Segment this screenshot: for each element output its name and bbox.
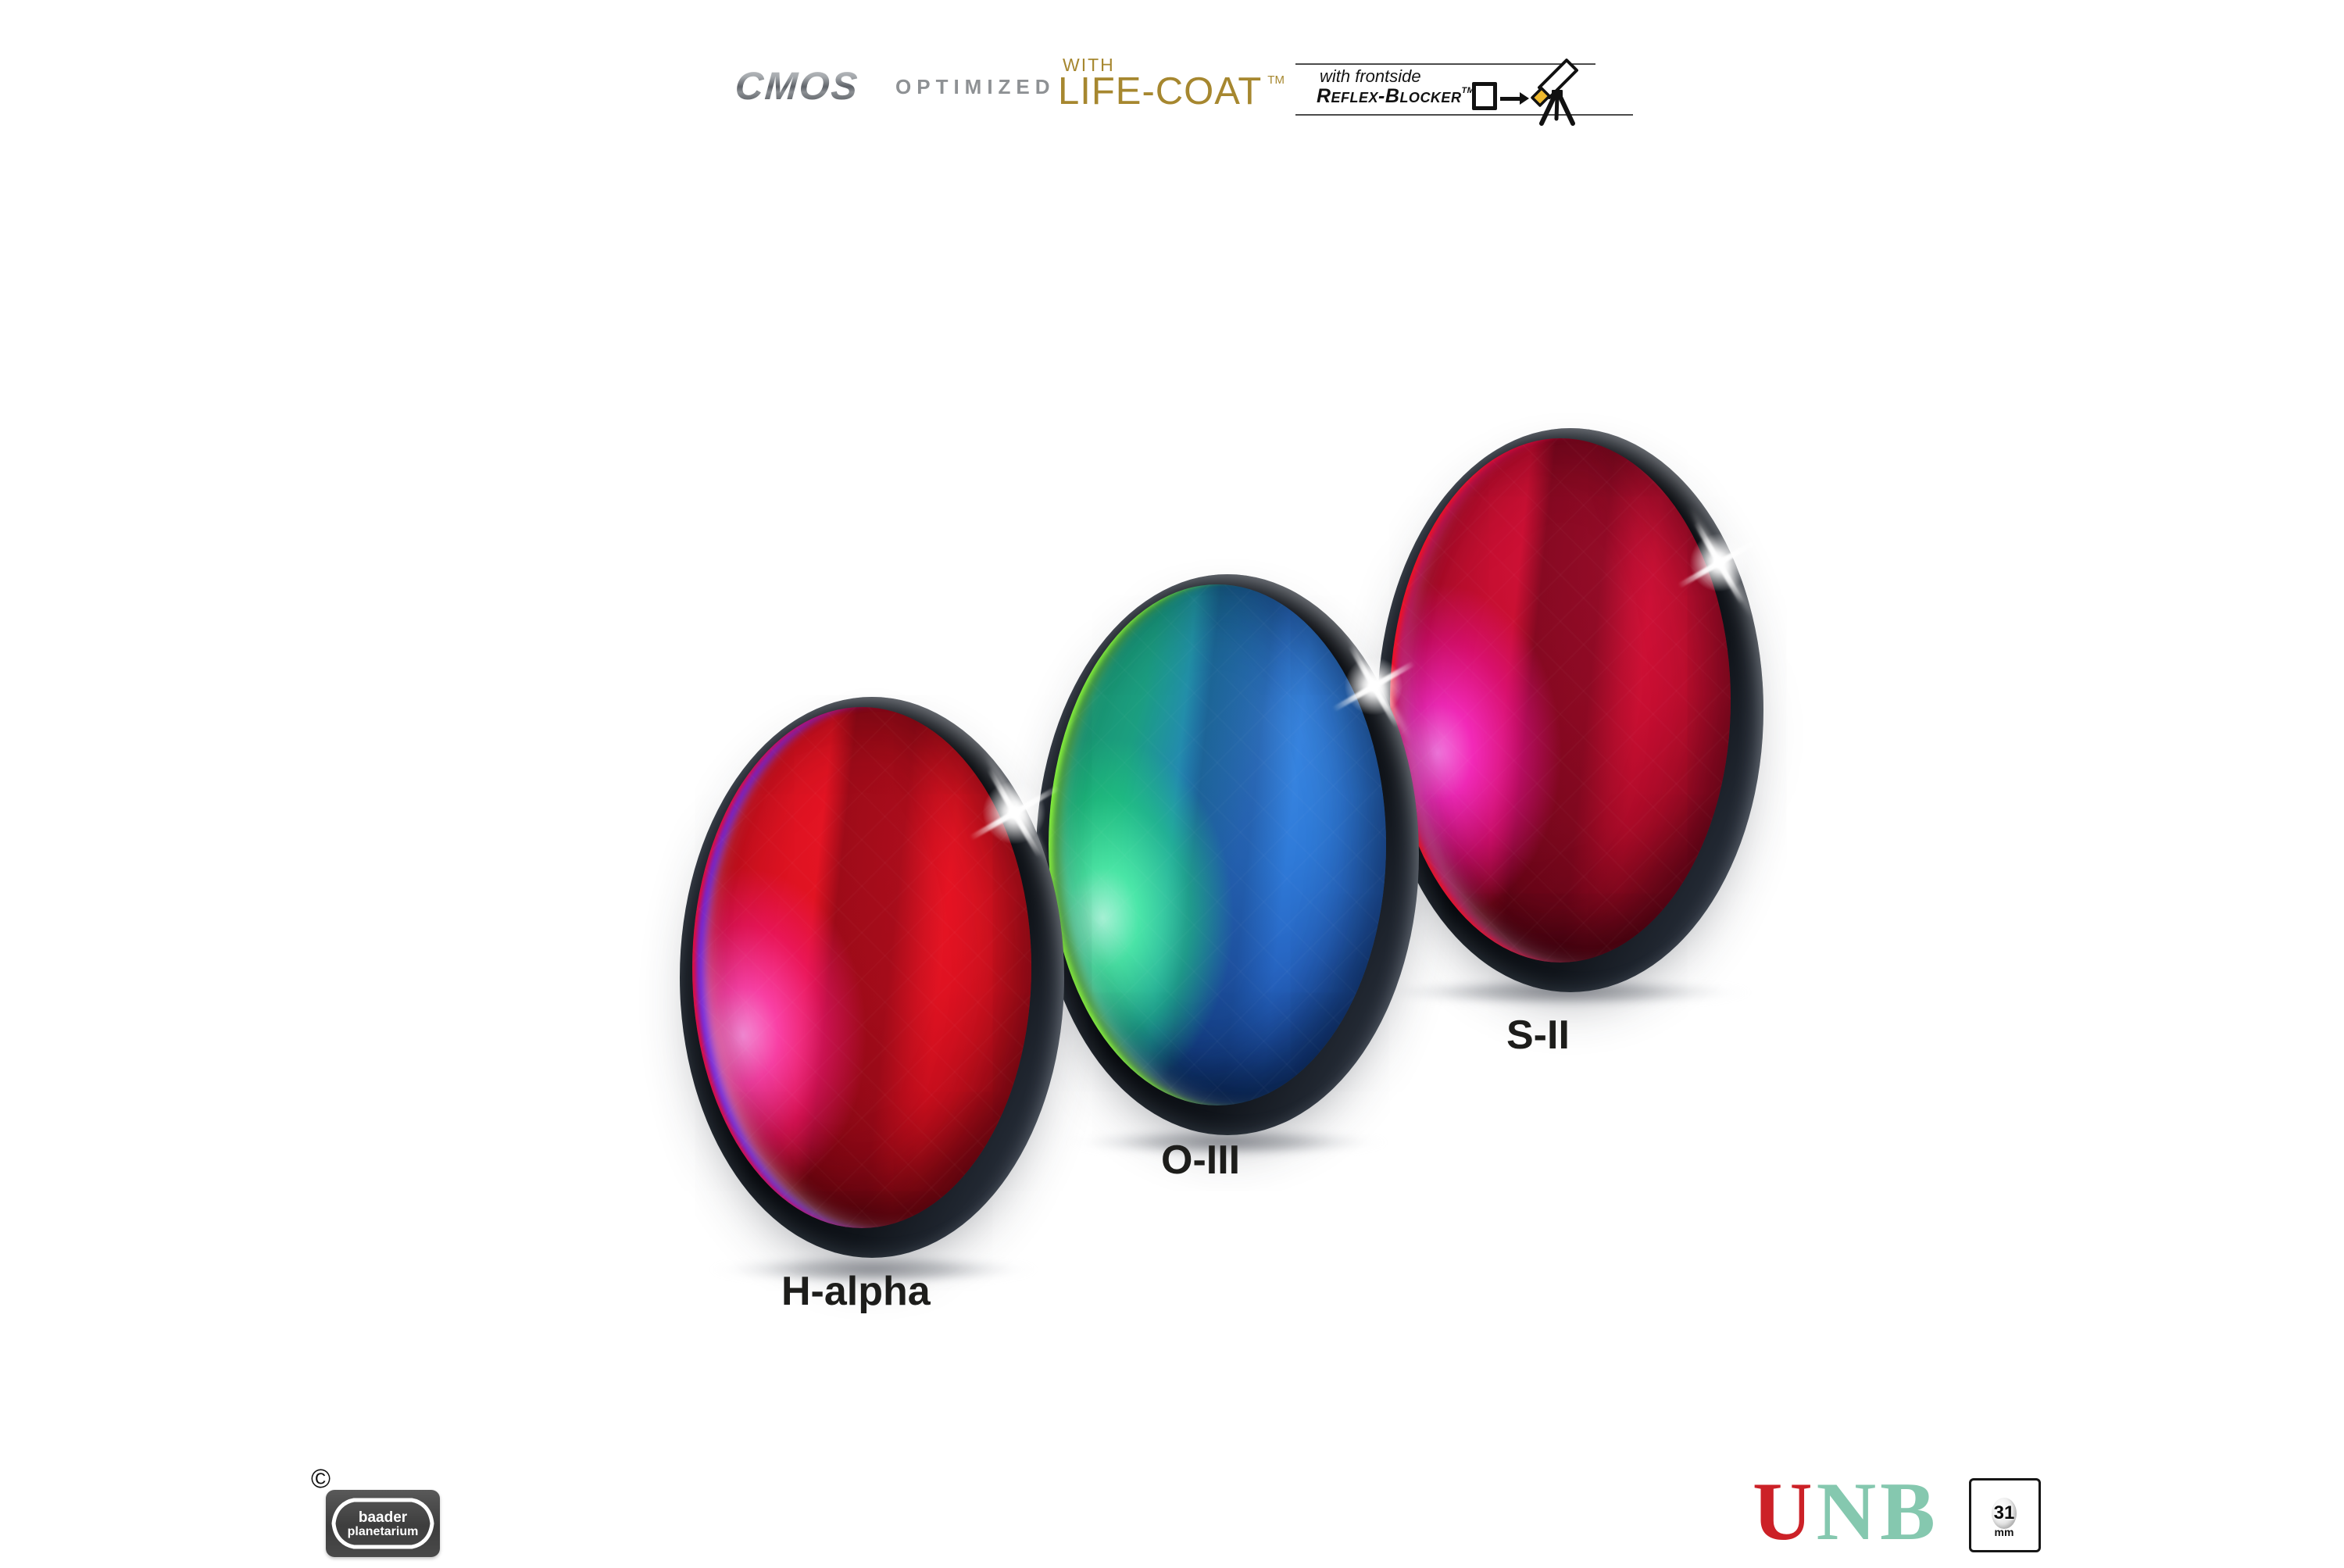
- copyright-symbol: ©: [311, 1464, 331, 1494]
- series-letter-u: U: [1753, 1466, 1817, 1557]
- size-value: 31: [1993, 1502, 2015, 1523]
- o-iii-filter-glass: [1049, 584, 1386, 1105]
- reflex-blocker-label: Reflex-BlockerTM: [1317, 87, 1474, 106]
- brand-line2: planetarium: [348, 1525, 419, 1538]
- s-ii-filter-glass: [1390, 438, 1731, 963]
- series-name-unb: UNB: [1753, 1470, 1939, 1553]
- filter-oval-icon: 31: [1992, 1498, 2017, 1529]
- optimized-label: OPTIMIZED: [895, 75, 1056, 98]
- baader-planetarium-logo: baader planetarium: [326, 1490, 440, 1557]
- reflex-blocker-trademark: TM: [1461, 86, 1475, 95]
- s-ii-filter-rim: [1377, 428, 1763, 992]
- brand-line1: baader: [359, 1509, 408, 1526]
- size-unit: mm: [1994, 1526, 2014, 1538]
- lifecoat-with-label: WITH: [1063, 55, 1115, 75]
- s-ii-label: S-II: [1506, 1013, 1570, 1058]
- frontside-label: with frontside: [1320, 66, 1421, 86]
- filter-square-icon: [1472, 82, 1497, 110]
- reflex-blocker-text: Reflex-Blocker: [1317, 85, 1462, 107]
- lifecoat-logo: LIFE-COAT TM: [1058, 73, 1285, 111]
- o-iii-label: O-III: [1161, 1138, 1241, 1183]
- h-alpha-filter-glass: [692, 707, 1031, 1228]
- arrow-right-icon: [1500, 92, 1529, 105]
- baader-logo-graphic: baader planetarium: [331, 1498, 434, 1549]
- telescope-icon: [1531, 59, 1578, 126]
- badge-bottom-rule: [1295, 114, 1633, 116]
- cmos-logo: CMOS: [734, 64, 860, 108]
- badge-top-rule: [1295, 63, 1595, 65]
- lifecoat-trademark: TM: [1267, 73, 1285, 87]
- h-alpha-label: H-alpha: [781, 1269, 931, 1314]
- filter-size-badge: 31 mm: [1969, 1478, 2041, 1552]
- lifecoat-text: LIFE-COAT: [1058, 70, 1263, 113]
- reflex-blocker-badge: with frontside Reflex-BlockerTM: [1294, 59, 1641, 126]
- series-letters-nb: NB: [1816, 1466, 1939, 1557]
- o-iii-filter-rim: [1036, 574, 1419, 1135]
